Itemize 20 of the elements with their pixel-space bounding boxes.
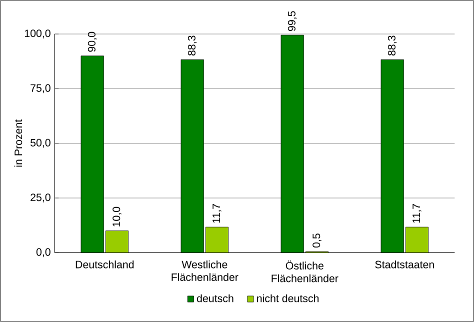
data-label: 88,3 — [188, 36, 197, 56]
x-tick-label: Westliche Flächenländer — [172, 260, 238, 281]
x-tick-label: Stadtstaaten — [375, 260, 434, 268]
legend-label: nicht deutsch — [257, 294, 319, 302]
legend-label: deutsch — [197, 294, 234, 302]
y-axis-title: in Prozent — [14, 119, 22, 167]
data-label: 99,5 — [288, 11, 297, 31]
x-tick-label: Östliche Flächenländer — [272, 260, 338, 282]
data-label: 11,7 — [412, 204, 422, 223]
data-label: 10,0 — [112, 206, 122, 226]
data-label: 0,5 — [312, 234, 322, 248]
y-tick-label: 50,0 — [30, 138, 50, 148]
data-label: 88,3 — [388, 36, 397, 56]
y-tick-label: 75,0 — [30, 84, 50, 94]
data-label: 11,7 — [212, 204, 222, 223]
y-tick-label: 100,0 — [24, 30, 50, 38]
x-tick-label: Deutschland — [76, 260, 134, 268]
y-tick-label: 25,0 — [30, 194, 50, 202]
y-tick-label: 0,0 — [36, 248, 50, 258]
data-label: 90,0 — [88, 32, 97, 52]
